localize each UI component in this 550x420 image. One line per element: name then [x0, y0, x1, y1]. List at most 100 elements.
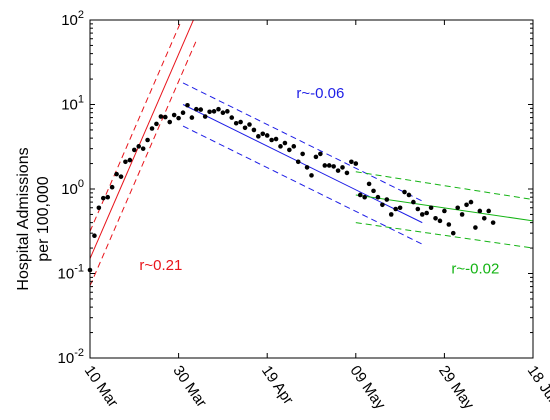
tick-marks-layer	[89, 19, 534, 359]
data-point	[313, 154, 319, 160]
data-point	[477, 208, 483, 214]
data-point	[220, 110, 226, 115]
fit-annotation: r~0.21	[139, 257, 182, 274]
data-point	[393, 206, 398, 212]
data-point	[450, 230, 456, 236]
data-point	[291, 144, 297, 149]
x-tick-label: 19 Apr	[258, 363, 297, 408]
data-point	[180, 110, 186, 115]
fit-annotation: r~-0.02	[451, 261, 499, 278]
data-point	[380, 202, 385, 208]
data-point	[481, 216, 487, 221]
fit-band-3-lower	[355, 222, 533, 249]
data-point	[300, 151, 305, 157]
data-point	[229, 115, 235, 120]
data-point	[375, 194, 381, 200]
data-point	[132, 147, 137, 153]
data-point	[140, 146, 146, 151]
fit-band-3-upper	[355, 171, 533, 201]
data-point	[304, 165, 310, 170]
x-tick-label: 10 Mar	[81, 363, 122, 411]
data-point	[136, 144, 142, 149]
data-point	[459, 212, 465, 217]
data-point	[105, 194, 111, 200]
data-point	[127, 157, 133, 163]
data-point	[238, 119, 243, 125]
data-point	[406, 192, 412, 198]
fit-line-1	[90, 20, 194, 259]
x-tick-label: 18 Jun	[524, 363, 550, 410]
data-point	[424, 210, 429, 216]
data-point	[149, 126, 155, 131]
data-point	[433, 216, 438, 221]
data-point	[211, 109, 217, 114]
data-point	[402, 189, 407, 195]
data-point	[287, 147, 292, 153]
data-point	[442, 208, 447, 214]
data-point	[194, 106, 199, 112]
fit-band-2-upper	[182, 82, 423, 202]
data-point	[251, 127, 257, 133]
data-point	[309, 173, 314, 178]
data-point	[145, 137, 150, 143]
data-point	[100, 195, 106, 201]
data-point	[437, 218, 443, 224]
fit-annotation: r~-0.06	[296, 85, 344, 102]
data-point	[468, 199, 474, 205]
data-point	[273, 136, 279, 142]
data-point	[247, 122, 252, 127]
data-point	[109, 184, 115, 190]
data-point	[322, 163, 328, 168]
data-point	[260, 131, 266, 137]
data-point	[357, 192, 363, 198]
data-point	[295, 159, 301, 165]
y-tick-labels: 10-2 10-1 100 101 102	[58, 9, 84, 367]
data-point	[282, 140, 288, 146]
data-point	[366, 181, 372, 187]
fit-band-2-lower	[182, 125, 423, 245]
data-point	[411, 199, 416, 205]
data-point	[344, 170, 350, 176]
data-point	[353, 161, 359, 166]
data-point	[242, 125, 248, 131]
data-point	[158, 114, 164, 119]
data-point	[216, 106, 221, 112]
data-point	[486, 208, 492, 214]
x-tick-label: 09 May	[347, 363, 389, 413]
data-point	[202, 114, 208, 119]
fit-band-1-upper	[90, 20, 183, 232]
data-point	[384, 197, 390, 202]
data-point	[464, 202, 469, 208]
data-point	[388, 212, 394, 217]
data-point	[154, 121, 159, 127]
data-point	[207, 109, 212, 115]
data-point	[198, 107, 204, 112]
fit-line-3	[355, 194, 533, 222]
data-point	[428, 205, 434, 211]
data-point	[233, 120, 239, 126]
y-tick-label: 101	[61, 94, 84, 114]
y-axis-label: Hospital Admissions per 100,000	[15, 147, 52, 290]
y-tick-label: 10-2	[58, 347, 84, 367]
data-point	[455, 205, 460, 211]
data-point	[490, 220, 496, 225]
data-point	[92, 233, 97, 239]
data-point	[335, 168, 341, 173]
data-point	[96, 205, 102, 211]
x-tick-label: 29 May	[435, 363, 477, 413]
data-point	[349, 159, 354, 165]
data-point	[340, 165, 345, 170]
data-point	[114, 171, 119, 177]
data-point	[371, 188, 376, 194]
data-point	[415, 206, 421, 212]
data-point	[362, 194, 367, 200]
y-axis-label-line-2: per 100,000	[35, 176, 52, 262]
y-axis-label-line-1: Hospital Admissions	[15, 147, 32, 290]
data-points-layer	[87, 102, 496, 273]
data-point	[123, 159, 128, 165]
data-point	[473, 225, 478, 230]
data-point	[326, 163, 332, 168]
data-point	[163, 114, 168, 120]
data-point	[269, 137, 274, 143]
x-tick-labels: 10 Mar 30 Mar 19 Apr 09 May 29 May 18 Jun	[81, 363, 550, 413]
